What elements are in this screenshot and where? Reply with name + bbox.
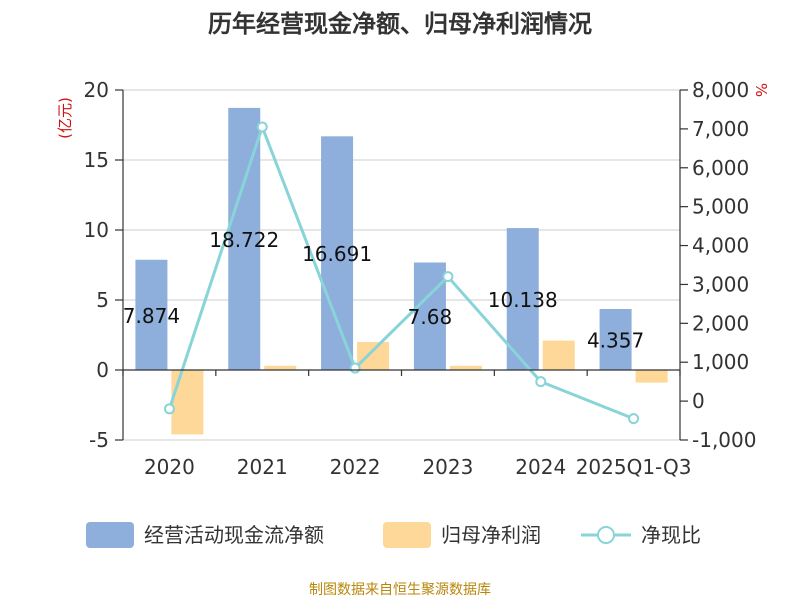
legend-swatch-cashflow	[86, 522, 134, 548]
bar-net-profit	[264, 365, 297, 370]
bar-cashflow	[413, 262, 446, 370]
legend-label-ratio: 净现比	[641, 523, 701, 547]
ratio-point	[442, 271, 454, 283]
bar-net-profit	[449, 365, 482, 370]
y-right-tick-label: 2,000	[692, 311, 749, 335]
legend-label-net-profit: 归母净利润	[441, 523, 541, 547]
bar-value-label: 16.691	[302, 242, 372, 266]
bar-value-label: 18.722	[209, 228, 279, 252]
x-tick-label: 2021	[237, 455, 288, 479]
y-left-tick-label: 10	[84, 218, 109, 242]
bars-layer	[135, 107, 668, 435]
bar-net-profit	[635, 370, 668, 383]
x-tick-label: 2025Q1-Q3	[576, 455, 692, 479]
ratio-point	[349, 362, 361, 374]
bar-cashflow	[321, 136, 354, 370]
bar-value-label: 7.68	[408, 305, 453, 329]
ratio-point	[628, 413, 640, 425]
grid-layer	[123, 89, 680, 441]
bar-cashflow	[599, 309, 632, 370]
ratio-line	[167, 122, 635, 421]
line-layer	[163, 121, 640, 425]
y-right-tick-label: 1,000	[692, 350, 749, 374]
axes-layer: -5 0 5 10 15 20 -1,000 0 1,000 2,000 3,000 4,000 5,0…	[84, 78, 757, 479]
chart-title: 历年经营现金净额、归母净利润情况	[208, 10, 592, 38]
y-left-tick-label: 0	[96, 358, 109, 382]
ratio-point	[535, 376, 547, 388]
bar-net-profit	[171, 370, 204, 435]
x-tick-label: 2024	[515, 455, 566, 479]
x-tick-label: 2023	[422, 455, 473, 479]
bar-cashflow	[135, 259, 168, 370]
x-tick-label: 2022	[330, 455, 381, 479]
y-right-tick-label: 7,000	[692, 117, 749, 141]
legend: 经营活动现金流净额 归母净利润 净现比	[86, 522, 701, 548]
bar-cashflow	[506, 228, 539, 370]
y-right-tick-label: 0	[692, 389, 705, 413]
legend-label-cashflow: 经营活动现金流净额	[144, 523, 324, 547]
bar-net-profit	[542, 340, 575, 370]
y-right-tick-label: 4,000	[692, 234, 749, 258]
ratio-point	[256, 121, 268, 133]
left-axis-unit: (亿元)	[56, 97, 74, 139]
y-right-tick-label: 3,000	[692, 272, 749, 296]
bar-value-label: 7.874	[123, 304, 180, 328]
bar-value-label: 4.357	[587, 329, 644, 353]
y-left-tick-label: 5	[96, 288, 109, 312]
legend-swatch-net-profit	[383, 522, 431, 548]
y-right-tick-label: 5,000	[692, 195, 749, 219]
legend-swatch-ratio-marker	[597, 526, 615, 544]
ratio-point	[163, 403, 175, 415]
y-right-tick-label: 8,000	[692, 78, 749, 102]
y-right-tick-label: -1,000	[692, 428, 756, 452]
bar-net-profit	[357, 342, 390, 370]
y-left-tick-label: -5	[89, 428, 109, 452]
y-left-tick-label: 15	[84, 148, 109, 172]
y-right-tick-label: 6,000	[692, 156, 749, 180]
bar-value-label: 10.138	[488, 288, 558, 312]
source-note: 制图数据来自恒生聚源数据库	[309, 582, 491, 598]
right-axis-unit: %	[752, 83, 770, 97]
x-tick-label: 2020	[144, 455, 195, 479]
labels-layer: 7.874 18.722 16.691 7.68 10.138 4.357	[123, 228, 644, 353]
y-left-tick-label: 20	[84, 78, 109, 102]
